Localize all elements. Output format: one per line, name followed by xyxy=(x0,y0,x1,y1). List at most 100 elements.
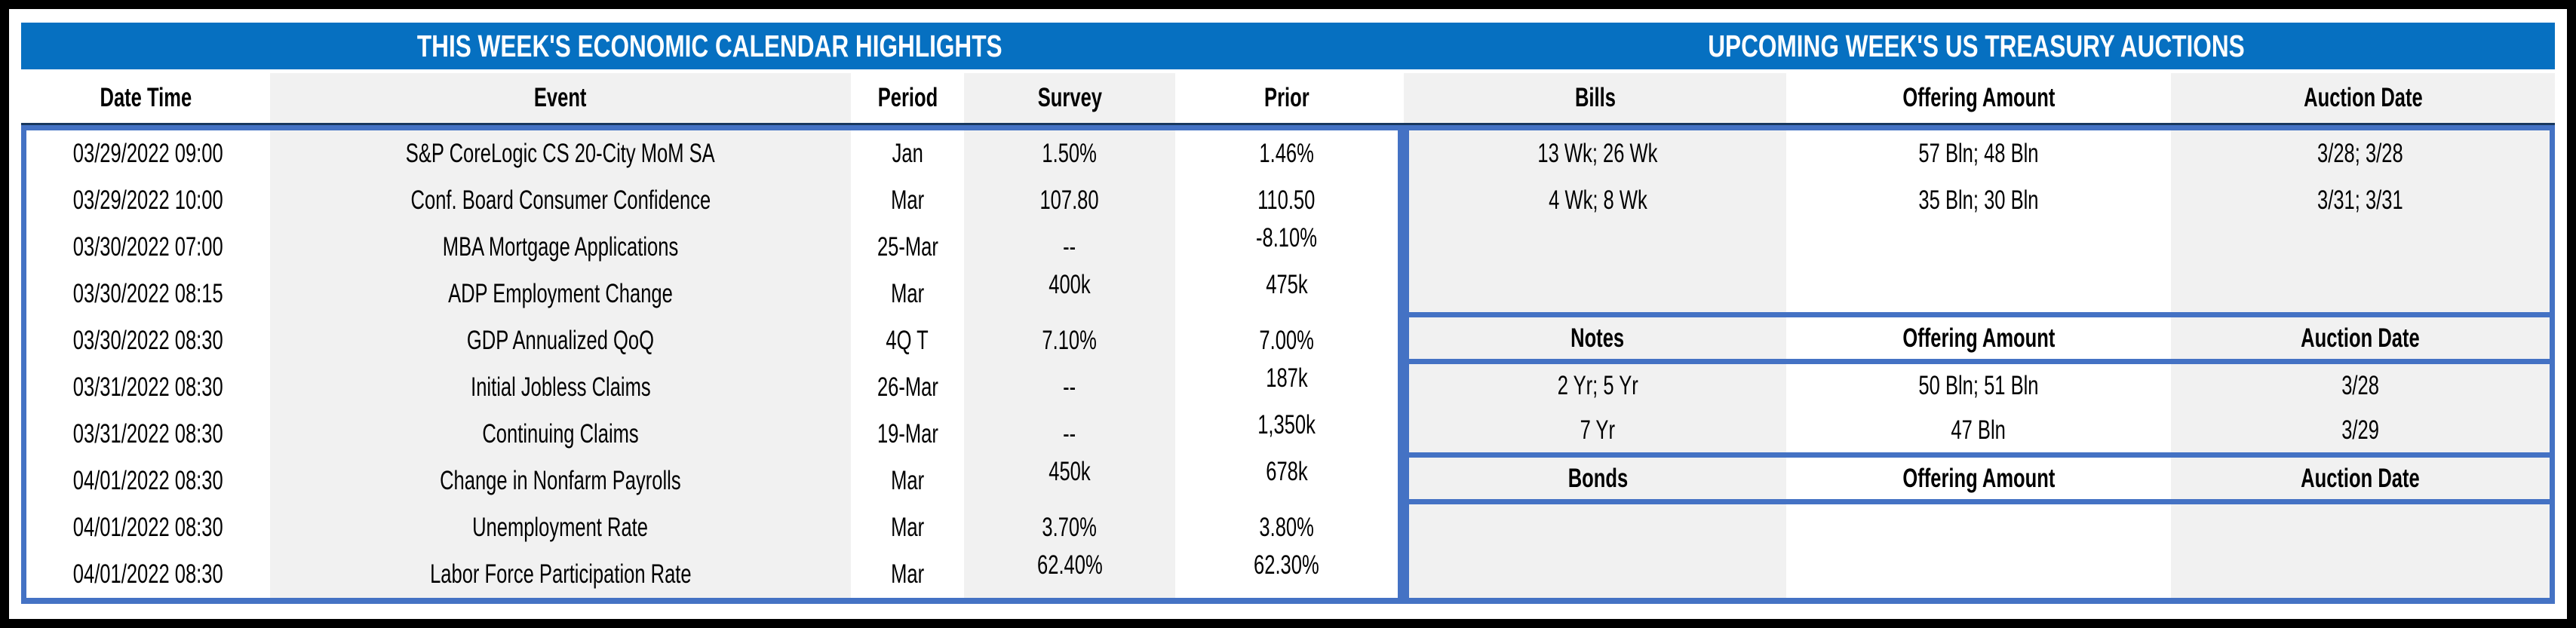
security-cell: 4 Wk; 8 Wk xyxy=(1409,177,1786,224)
notes-offering-header-text: Offering Amount xyxy=(1902,323,2056,353)
event-text: MBA Mortgage Applications xyxy=(442,232,679,262)
offering-cell: 50 Bln; 51 Bln xyxy=(1786,364,2171,409)
event-text: Change in Nonfarm Payrolls xyxy=(440,466,681,495)
period-cell: 4Q T xyxy=(851,317,964,364)
event-cell: Unemployment Rate xyxy=(270,504,851,551)
date-time-text: 04/01/2022 08:30 xyxy=(73,559,223,589)
period-cell: Jan xyxy=(851,130,964,177)
survey-cell: -- xyxy=(964,364,1175,411)
notes-header-cell: Notes xyxy=(1409,317,1786,359)
auction-cell: 3/31; 3/31 xyxy=(2171,177,2550,224)
date-time-cell: 04/01/2022 08:30 xyxy=(26,551,270,598)
security-text: 7 Yr xyxy=(1580,415,1616,445)
survey-text: -- xyxy=(1063,419,1076,449)
period-cell: Mar xyxy=(851,551,964,598)
period-cell: Mar xyxy=(851,504,964,551)
period-text: Mar xyxy=(890,466,925,495)
notes-header-cells: Notes Offering Amount Auction Date xyxy=(1409,317,2550,359)
survey-cell: 62.40% xyxy=(964,550,1175,598)
date-time-text: 03/31/2022 08:30 xyxy=(73,372,223,402)
notes-row: 7 Yr 47 Bln 3/29 xyxy=(1409,408,2550,452)
notes-header-row: Notes Offering Amount Auction Date xyxy=(1404,317,2555,364)
notes-section: 2 Yr; 5 Yr 50 Bln; 51 Bln 3/28 7 Yr 47 B… xyxy=(1404,364,2555,458)
security-text: 13 Wk; 26 Wk xyxy=(1537,139,1658,168)
col-header-event-text: Event xyxy=(534,83,587,112)
prior-text: 1.46% xyxy=(1259,139,1314,168)
prior-cell: 110.50 xyxy=(1175,177,1398,224)
column-header-row: Date Time Event Period Survey Prior Bill… xyxy=(21,73,2555,123)
security-cell: 13 Wk; 26 Wk xyxy=(1409,130,1786,177)
calendar-row: 03/31/2022 08:30 Continuing Claims 19-Ma… xyxy=(26,410,1398,458)
offering-cell: 35 Bln; 30 Bln xyxy=(1786,177,2171,224)
period-text: 4Q T xyxy=(886,326,929,355)
table-divider xyxy=(1398,130,1404,598)
date-time-cell: 03/30/2022 08:15 xyxy=(26,271,270,317)
col-header-offering-amount-text: Offering Amount xyxy=(1902,83,2056,112)
bonds-header-cell: Bonds xyxy=(1409,458,1786,499)
event-text: Unemployment Rate xyxy=(472,513,649,542)
empty-row xyxy=(1409,504,2550,598)
col-header-date-time-text: Date Time xyxy=(100,83,192,112)
prior-cell: 187k xyxy=(1175,363,1398,411)
event-text: S&P CoreLogic CS 20-City MoM SA xyxy=(406,139,715,168)
survey-cell: -- xyxy=(964,411,1175,458)
auction-cell: 3/28; 3/28 xyxy=(2171,130,2550,177)
security-cell: 2 Yr; 5 Yr xyxy=(1409,364,1786,409)
period-cell: Mar xyxy=(851,177,964,224)
calendar-row: 03/29/2022 10:00 Conf. Board Consumer Co… xyxy=(26,177,1398,224)
date-time-cell: 04/01/2022 08:30 xyxy=(26,458,270,504)
bonds-offering-header-text: Offering Amount xyxy=(1902,463,2056,493)
bills-row: 13 Wk; 26 Wk 57 Bln; 48 Bln 3/28; 3/28 xyxy=(1409,130,2550,177)
period-text: Jan xyxy=(892,139,923,168)
notes-row: 2 Yr; 5 Yr 50 Bln; 51 Bln 3/28 xyxy=(1409,364,2550,409)
col-header-bills: Bills xyxy=(1404,73,1786,123)
survey-cell: 3.70% xyxy=(964,504,1175,551)
security-text: 4 Wk; 8 Wk xyxy=(1548,185,1647,215)
economic-calendar-banner: THIS WEEK'S ECONOMIC CALENDAR HIGHLIGHTS xyxy=(21,23,1398,69)
calendar-row: 03/29/2022 09:00 S&P CoreLogic CS 20-Cit… xyxy=(26,130,1398,177)
survey-text: -- xyxy=(1063,372,1076,402)
offering-text: 47 Bln xyxy=(1951,415,2006,445)
prior-cell: 475k xyxy=(1175,270,1398,317)
survey-cell: 400k xyxy=(964,270,1175,317)
col-header-offering-amount: Offering Amount xyxy=(1786,73,2171,123)
calendar-row: 03/30/2022 07:00 MBA Mortgage Applicatio… xyxy=(26,223,1398,271)
calendar-row: 04/01/2022 08:30 Unemployment Rate Mar 3… xyxy=(26,504,1398,551)
col-header-event: Event xyxy=(270,73,851,123)
offering-text: 57 Bln; 48 Bln xyxy=(1918,139,2039,168)
prior-text: 187k xyxy=(1265,363,1308,393)
notes-auction-header-cell: Auction Date xyxy=(2171,317,2550,359)
event-text: Initial Jobless Claims xyxy=(470,372,651,402)
treasury-auctions-banner: UPCOMING WEEK'S US TREASURY AUCTIONS xyxy=(1398,23,2555,69)
offering-cell: 57 Bln; 48 Bln xyxy=(1786,130,2171,177)
treasury-auctions-table: 13 Wk; 26 Wk 57 Bln; 48 Bln 3/28; 3/28 4… xyxy=(1404,130,2555,598)
date-time-cell: 04/01/2022 08:30 xyxy=(26,504,270,551)
bills-row: 4 Wk; 8 Wk 35 Bln; 30 Bln 3/31; 3/31 xyxy=(1409,177,2550,224)
period-text: Mar xyxy=(890,559,925,589)
period-text: Mar xyxy=(890,185,925,215)
empty-cell xyxy=(2171,504,2550,598)
event-cell: S&P CoreLogic CS 20-City MoM SA xyxy=(270,130,851,177)
date-time-text: 03/29/2022 10:00 xyxy=(73,185,223,215)
offering-text: 35 Bln; 30 Bln xyxy=(1918,185,2039,215)
notes-offering-header-cell: Offering Amount xyxy=(1786,317,2171,359)
notes-auction-header-text: Auction Date xyxy=(2301,323,2420,353)
bonds-header-row: Bonds Offering Amount Auction Date xyxy=(1404,458,2555,504)
date-time-cell: 03/29/2022 09:00 xyxy=(26,130,270,177)
event-cell: MBA Mortgage Applications xyxy=(270,224,851,271)
survey-text: 3.70% xyxy=(1042,513,1098,542)
bonds-offering-header-cell: Offering Amount xyxy=(1786,458,2171,499)
period-cell: Mar xyxy=(851,458,964,504)
header-separator xyxy=(21,123,2555,130)
survey-text: 1.50% xyxy=(1042,139,1098,168)
event-cell: Change in Nonfarm Payrolls xyxy=(270,458,851,504)
prior-cell: 678k xyxy=(1175,457,1398,504)
bills-section: 13 Wk; 26 Wk 57 Bln; 48 Bln 3/28; 3/28 4… xyxy=(1404,130,2555,317)
period-text: Mar xyxy=(890,513,925,542)
treasury-auctions-title: UPCOMING WEEK'S US TREASURY AUCTIONS xyxy=(1708,28,2245,63)
economic-calendar-title: THIS WEEK'S ECONOMIC CALENDAR HIGHLIGHTS xyxy=(416,28,1002,63)
survey-cell: 450k xyxy=(964,457,1175,504)
event-text: ADP Employment Change xyxy=(448,279,673,308)
date-time-cell: 03/30/2022 07:00 xyxy=(26,224,270,271)
